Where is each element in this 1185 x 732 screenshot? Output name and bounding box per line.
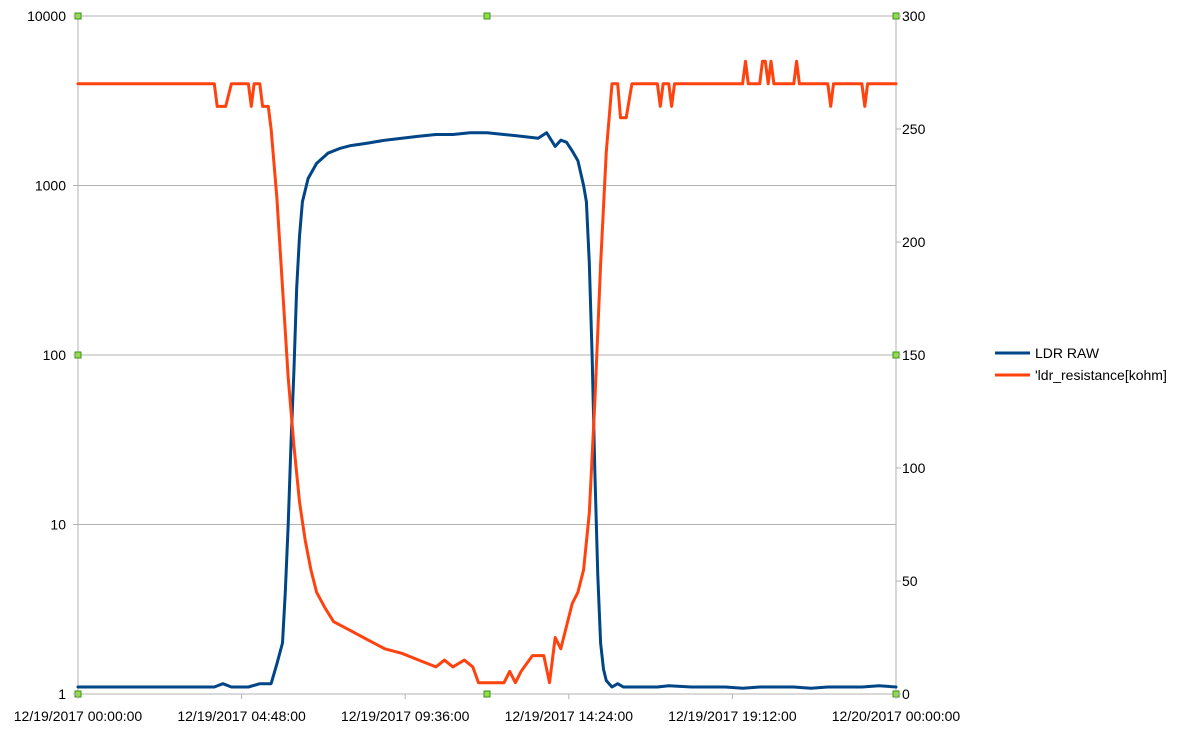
left-tick-label: 1 bbox=[58, 686, 66, 702]
x-tick-label: 12/19/2017 00:00:00 bbox=[14, 708, 143, 724]
right-tick-label: 250 bbox=[902, 121, 926, 137]
right-tick-label: 50 bbox=[902, 573, 918, 589]
left-tick-label: 10000 bbox=[27, 8, 66, 24]
right-tick-label: 200 bbox=[902, 234, 926, 250]
x-tick-label: 12/19/2017 09:36:00 bbox=[341, 708, 470, 724]
selection-handle[interactable] bbox=[483, 690, 491, 698]
right-tick-label: 300 bbox=[902, 8, 926, 24]
x-tick-label: 12/19/2017 19:12:00 bbox=[668, 708, 797, 724]
right-axis-ticks: 0 50 100 150 200 250 300 bbox=[896, 8, 926, 702]
legend-entry: 'ldr_resistance[kohm] bbox=[1035, 367, 1167, 383]
right-tick-label: 0 bbox=[902, 686, 910, 702]
x-tick-label: 12/20/2017 00:00:00 bbox=[832, 708, 961, 724]
legend-entry: LDR RAW bbox=[1035, 345, 1100, 361]
left-tick-label: 1000 bbox=[35, 178, 66, 194]
series-line-ldr-resistance bbox=[76, 59, 898, 685]
series-layer bbox=[76, 59, 898, 690]
right-tick-label: 150 bbox=[902, 347, 926, 363]
x-tick-label: 12/19/2017 04:48:00 bbox=[177, 708, 306, 724]
x-tick-label: 12/19/2017 14:24:00 bbox=[505, 708, 634, 724]
left-tick-label: 100 bbox=[43, 347, 67, 363]
selection-handle[interactable] bbox=[483, 12, 491, 20]
series-line-ldr-raw bbox=[76, 131, 898, 690]
x-axis-ticks: 12/19/2017 00:00:00 12/19/2017 04:48:00 12… bbox=[14, 694, 961, 724]
right-tick-label: 100 bbox=[902, 460, 926, 476]
legend: LDR RAW 'ldr_resistance[kohm] bbox=[995, 345, 1167, 383]
left-tick-label: 10 bbox=[50, 517, 66, 533]
left-axis-ticks: 1 10 100 1000 10000 bbox=[27, 8, 78, 702]
